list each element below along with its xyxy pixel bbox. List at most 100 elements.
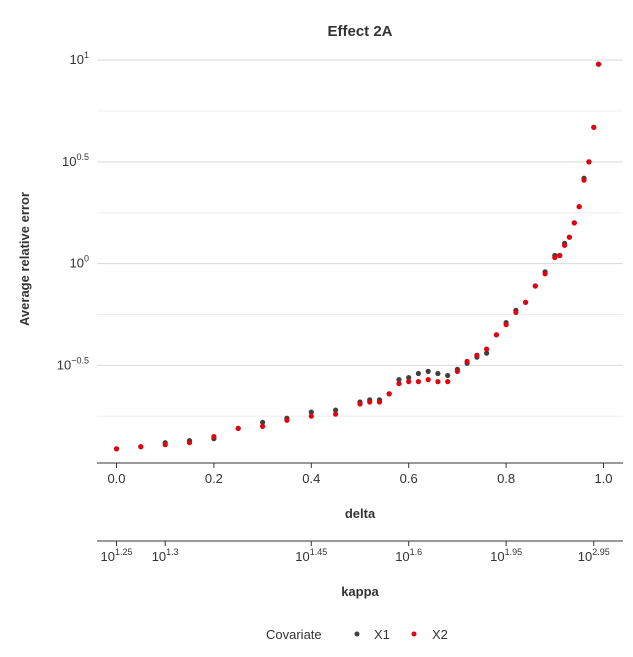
point-x2 [484,346,490,352]
point-x2 [591,124,597,130]
y-tick-label: 10−0.5 [57,355,89,372]
point-x2 [513,309,519,315]
point-x2 [571,220,577,226]
point-x2 [113,446,120,452]
legend-label-x2: X2 [432,627,448,642]
point-x2 [474,352,480,358]
point-x2 [576,204,582,210]
point-x1 [333,407,339,413]
y-tick-label-base: 10 [62,154,76,169]
point-x2 [562,242,568,248]
legend: Covariate X1 X2 [266,627,448,642]
kappa-tick-label-exp: 1.3 [166,547,179,557]
point-x2 [435,379,441,385]
point-x2 [333,411,339,417]
kappa-tick-label-base: 10 [100,549,114,564]
point-x2 [357,401,363,407]
legend-key-x2 [411,631,417,637]
point-x1 [415,370,421,377]
x-axis-title: delta [345,506,376,521]
legend-label-x1: X1 [374,627,390,642]
kappa-tick-label: 101.25 [100,547,132,564]
kappa-tick-label: 101.6 [395,547,422,564]
x-tick-label: 0.6 [400,471,418,486]
point-x1 [406,375,412,381]
point-x2 [376,399,383,405]
point-x1 [445,372,451,379]
point-x1 [435,370,441,377]
point-x2 [367,399,373,405]
point-x2 [396,381,402,387]
kappa-tick-label-exp: 1.95 [505,547,523,557]
kappa-tick-label: 102.95 [578,547,610,564]
point-x2 [260,423,266,429]
y-tick-label-base: 10 [57,357,71,372]
legend-title: Covariate [266,627,322,642]
kappa-tick-label-exp: 1.6 [410,547,423,557]
y-tick-label-exp: 1 [84,50,89,60]
point-x2 [523,299,529,305]
kappa-axis: 101.25 101.3 101.45 101.6 101.95 102.95 [100,541,610,564]
point-x2 [586,159,592,165]
y-tick-label: 100.5 [62,152,89,169]
x-tick-label: 1.0 [594,471,612,486]
point-x2 [596,61,602,67]
x-axis: 0.0 0.2 0.4 0.6 0.8 1.0 [107,463,613,486]
point-x2 [464,358,470,364]
y-tick-label-exp: 0.5 [76,152,89,162]
point-x2 [445,379,451,385]
kappa-tick-label-base: 10 [578,549,592,564]
point-x2 [566,234,573,240]
y-tick-label-base: 10 [70,52,84,67]
point-x2 [162,442,168,448]
x-tick-label: 0.8 [497,471,515,486]
point-x2 [415,379,421,385]
point-x2 [406,379,412,385]
point-x1 [260,419,266,425]
point-x2 [186,440,193,446]
kappa-tick-label: 101.45 [295,547,327,564]
chart-title: Effect 2A [327,23,392,40]
point-x2 [211,434,217,440]
kappa-tick-label: 101.3 [152,547,179,564]
y-tick-label-base: 10 [70,256,84,271]
kappa-tick-label-base: 10 [152,549,166,564]
point-x2 [138,444,144,450]
legend-key-x1 [354,631,360,637]
kappa-tick-label-base: 10 [490,549,504,564]
y-axis-title: Average relative error [17,192,32,326]
kappa-tick-label-exp: 1.25 [115,547,133,557]
point-x2 [425,377,431,383]
point-x2 [454,368,460,374]
point-x2 [386,391,392,397]
point-x2 [557,252,563,259]
kappa-tick-label: 101.95 [490,547,522,564]
point-x1 [308,409,314,415]
y-tick-label: 101 [70,50,89,67]
kappa-tick-label-exp: 2.95 [592,547,610,557]
point-x2 [493,332,499,338]
kappa-tick-label-base: 10 [395,549,409,564]
x-tick-label: 0.4 [302,471,320,486]
x-tick-label: 0.0 [107,471,125,486]
grid [97,59,623,417]
kappa-tick-label-exp: 1.45 [310,547,328,557]
y-tick-label-exp: 0 [84,254,89,264]
x-tick-label: 0.2 [205,471,223,486]
point-x2 [235,425,241,431]
y-tick-label: 100 [70,254,89,271]
data-points [113,61,602,452]
point-x1 [396,377,402,383]
x2-axis-title: kappa [341,584,379,599]
point-x2 [503,322,509,328]
point-x1 [484,350,490,356]
point-x2 [581,177,587,183]
point-x2 [542,271,548,277]
y-tick-label-exp: −0.5 [71,355,89,365]
kappa-tick-label-base: 10 [295,549,309,564]
point-x1 [425,368,431,374]
point-x2 [532,283,538,289]
point-x2 [284,417,290,423]
